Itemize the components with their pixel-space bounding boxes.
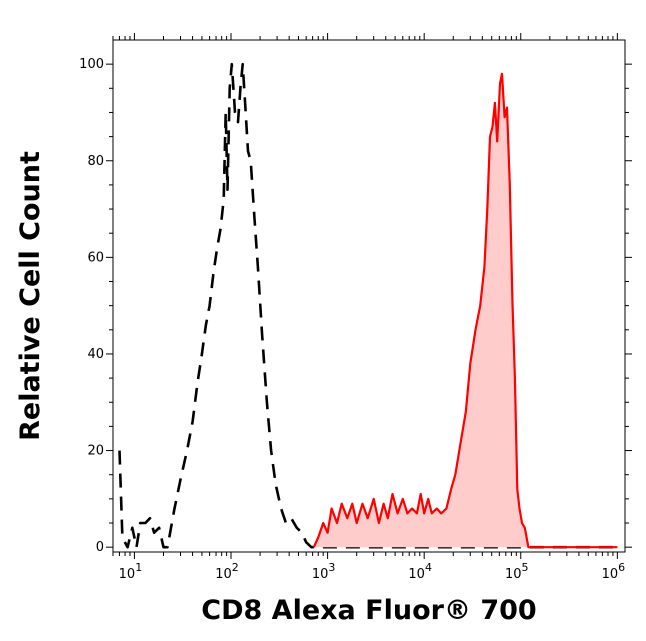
x-tick-label: 106 <box>602 561 626 582</box>
y-tick-label: 80 <box>87 154 104 169</box>
y-tick-label: 40 <box>87 347 104 362</box>
x-tick-label: 101 <box>119 561 143 582</box>
y-axis-title: Relative Cell Count <box>15 151 46 441</box>
x-tick-label: 102 <box>215 561 239 582</box>
x-tick-label: 103 <box>312 561 336 582</box>
series-layer <box>118 62 618 549</box>
series-1-line <box>118 62 618 549</box>
plot-area <box>112 39 626 553</box>
series-2-fill <box>313 73 618 548</box>
y-tick-label: 60 <box>87 250 104 265</box>
x-axis-title: CD8 Alexa Fluor® 700 <box>201 595 536 626</box>
y-tick-label: 100 <box>79 57 104 72</box>
y-tick-label: 0 <box>96 540 104 555</box>
axes-layer <box>106 33 632 559</box>
y-tick-label: 20 <box>87 444 104 459</box>
labels-layer: 101 102 103 104 105 106 0 20 40 60 80 100 <box>79 57 625 582</box>
x-tick-label: 104 <box>408 561 432 582</box>
x-tick-label: 105 <box>505 561 529 582</box>
series-2-line <box>312 72 618 549</box>
